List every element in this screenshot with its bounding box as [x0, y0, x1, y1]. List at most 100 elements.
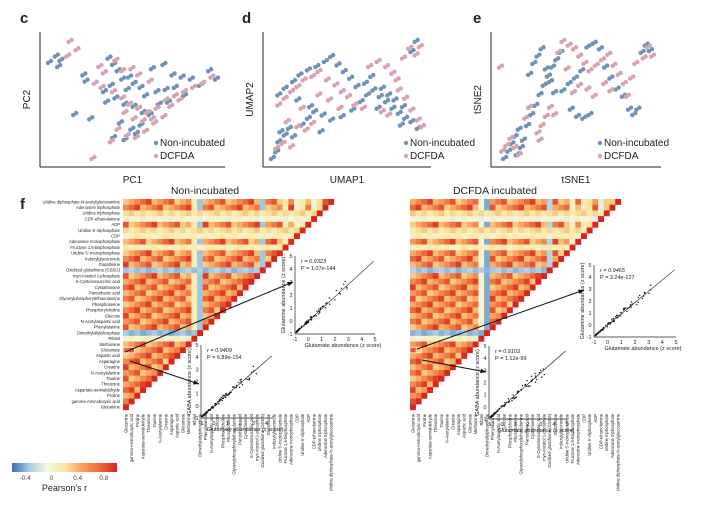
- scatter-point-dcfda: [211, 73, 216, 78]
- inset-gaba-dcfda-y-tick: 5: [483, 344, 486, 350]
- legend-marker-dcfda: [153, 153, 159, 159]
- legend-label-non-incubated: Non-incubated: [604, 138, 669, 149]
- scatter-point-non-incubated: [83, 71, 88, 76]
- heatmap-cell: [237, 199, 243, 205]
- heatmap-cell: [151, 318, 158, 325]
- heatmap-column-label: Creatine: [163, 413, 168, 429]
- heatmap-cell: [219, 238, 226, 245]
- scatter-point-dcfda: [572, 88, 578, 94]
- heatmap-cell: [128, 256, 135, 262]
- heatmap-cell: [524, 273, 530, 279]
- scatter-point-dcfda: [144, 127, 150, 133]
- scatter-point-dcfda: [290, 143, 296, 148]
- scatter-point-dcfda: [549, 103, 555, 109]
- heatmap-cell: [219, 295, 226, 302]
- heatmap-cell: [410, 267, 416, 274]
- inset-gaba-non-incubated-x-tick: 1: [226, 421, 229, 427]
- heatmap-cell: [444, 318, 451, 325]
- heatmap-cell: [524, 233, 530, 240]
- heatmap-cell: [506, 256, 513, 262]
- heatmap-cell: [180, 295, 186, 302]
- heatmap-cell: [603, 204, 610, 211]
- heatmap-cell: [581, 199, 587, 205]
- heatmap-cell: [586, 210, 593, 217]
- heatmap-row-label: Pantothenic acid: [89, 291, 121, 296]
- heatmap-cell: [478, 284, 485, 291]
- heatmap-cell: [191, 199, 198, 205]
- inset-gaba-dcfda-point: [517, 390, 519, 392]
- heatmap-cell: [219, 199, 226, 205]
- heatmap-cell: [276, 250, 283, 257]
- heatmap-cell: [174, 238, 181, 245]
- heatmap-cell: [197, 221, 203, 228]
- heatmap-cell: [421, 227, 428, 234]
- heatmap-cell: [123, 352, 129, 359]
- heatmap-cell: [467, 210, 473, 217]
- heatmap-cell: [415, 238, 422, 245]
- scatter-point-dcfda: [290, 87, 296, 93]
- heatmap-cell: [134, 284, 141, 291]
- heatmap-cell: [162, 199, 169, 205]
- heatmap-cell: [427, 238, 433, 245]
- heatmap-cell: [248, 227, 255, 234]
- heatmap-cell: [472, 290, 479, 297]
- heatmap-cell: [506, 290, 513, 297]
- heatmap-cell: [501, 307, 508, 314]
- heatmap-cell: [157, 216, 164, 222]
- heatmap-cell: [151, 199, 158, 205]
- heatmap-row-label: Cystathionine: [95, 285, 121, 290]
- heatmap-cell: [552, 204, 559, 211]
- heatmap-cell: [134, 381, 141, 388]
- heatmap-cell: [128, 216, 135, 222]
- heatmap-cell: [168, 227, 175, 234]
- heatmap-cell: [157, 347, 164, 354]
- heatmap-cell: [151, 301, 158, 308]
- heatmap-cell: [174, 199, 181, 205]
- heatmap-column-label: CDP: [294, 414, 299, 423]
- heatmap-cell: [299, 204, 306, 211]
- scatter-point-non-incubated: [547, 72, 553, 77]
- inset-gaba-non-incubated-point: [224, 396, 227, 399]
- heatmap-cell: [128, 261, 135, 268]
- heatmap-cell: [265, 261, 272, 268]
- heatmap-cell: [512, 199, 519, 205]
- heatmap-column-label: N-Acetylalanine: [158, 413, 163, 443]
- heatmap-cell: [558, 199, 565, 205]
- heatmap-cell: [432, 341, 439, 348]
- heatmap-row-label: Taurine: [106, 376, 120, 381]
- heatmap-cell: [449, 335, 456, 342]
- heatmap-column-label: Glycerylphosphorylethanolamine: [232, 413, 237, 474]
- heatmap-cell: [231, 227, 238, 234]
- heatmap-cell: [271, 210, 278, 217]
- heatmap-cell: [512, 233, 519, 240]
- heatmap-cell: [512, 267, 519, 274]
- heatmap-cell: [586, 221, 593, 228]
- heatmap-cell: [541, 238, 547, 245]
- heatmap-cell: [202, 250, 209, 257]
- heatmap-cell: [140, 335, 146, 342]
- heatmap-cell: [489, 204, 496, 211]
- heatmap-cell: [467, 244, 473, 251]
- heatmap-cell: [162, 364, 169, 371]
- heatmap-cell: [208, 290, 215, 297]
- heatmap-cell: [449, 364, 456, 371]
- heatmap-cell: [444, 261, 451, 268]
- heatmap-cell: [128, 301, 135, 308]
- scatter-point-non-incubated: [562, 87, 567, 92]
- heatmap-cell: [305, 204, 312, 211]
- heatmap-cell: [145, 290, 152, 297]
- heatmap-cell: [208, 267, 215, 274]
- heatmap-cell: [495, 250, 502, 257]
- heatmap-cell: [225, 301, 232, 308]
- heatmap-cell: [248, 244, 255, 251]
- heatmap-cell: [140, 364, 146, 371]
- legend-label-dcfda: DCFDA: [160, 151, 195, 162]
- heatmap-column-label: Pantothenic acid: [237, 413, 242, 445]
- heatmap-cell: [472, 238, 479, 245]
- heatmap-cell: [427, 375, 433, 382]
- inset-glutamine-non-incubated-point: [346, 288, 348, 290]
- heatmap-cell: [478, 290, 485, 297]
- heatmap-cell: [438, 295, 445, 302]
- scatter-point-dcfda: [92, 154, 97, 160]
- heatmap-cell: [558, 238, 565, 245]
